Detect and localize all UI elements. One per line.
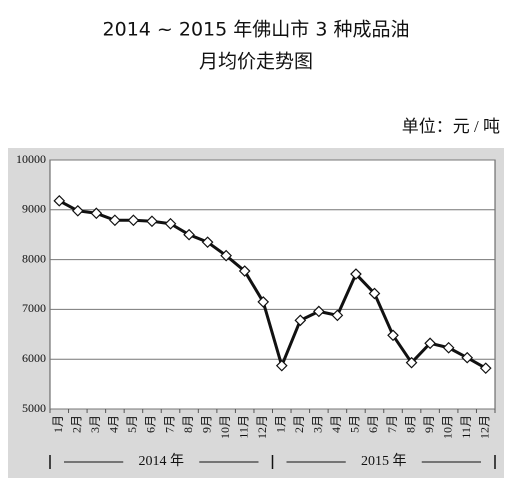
x-tick-label: 12月 [477,415,491,439]
x-tick-label: 9月 [199,415,213,433]
point-marker [479,362,492,375]
group-label: 2015 年 [361,453,407,469]
y-tick-label: 10000 [16,152,46,166]
point-marker [201,236,214,249]
point-marker [442,341,455,354]
x-tick-label: 8月 [181,415,195,433]
y-tick-label: 7000 [22,301,46,315]
y-tick-label: 9000 [22,202,46,216]
point-marker [90,207,103,220]
point-marker [257,296,270,308]
x-tick-label: 1月 [274,415,288,433]
x-tick-label: 12月 [255,415,269,439]
y-tick-label: 8000 [22,251,46,265]
point-marker [294,314,307,327]
point-marker [368,287,381,300]
point-marker [164,217,177,230]
x-tick-label: 2月 [70,415,84,433]
point-marker [387,329,399,342]
point-marker [238,265,251,277]
x-tick-label: 2月 [292,415,306,433]
point-marker [146,215,158,228]
x-tick-label: 8月 [403,415,417,433]
x-tick-label: 4月 [329,415,343,433]
point-marker [331,309,344,322]
x-tick-label: 3月 [311,415,325,433]
x-tick-label: 10月 [440,415,454,439]
x-tick-label: 9月 [422,415,436,433]
point-marker [109,214,121,227]
x-tick-label: 5月 [348,415,362,433]
x-tick-label: 4月 [107,415,121,433]
x-tick-label: 6月 [366,415,380,433]
point-marker [313,305,325,318]
plot-area [49,159,496,410]
point-marker [220,249,232,262]
group-label: 2014 年 [139,453,185,469]
point-marker [350,268,362,280]
x-tick-label: 1月 [51,415,65,433]
x-tick-label: 5月 [125,415,139,433]
point-marker [461,351,474,364]
point-marker [424,337,436,350]
x-tick-label: 7月 [162,415,176,433]
y-tick-label: 5000 [22,401,46,415]
y-tick-label: 6000 [22,351,46,365]
x-tick-label: 6月 [144,415,158,433]
x-tick-label: 11月 [459,415,473,439]
unit-label: 单位：元 / 吨 [402,117,500,136]
point-marker [127,214,140,227]
point-marker [183,228,195,241]
chart-title: 2014 ~ 2015 年佛山市 3 种成品油 [103,19,410,41]
x-tick-label: 7月 [385,415,399,433]
x-tick-label: 3月 [88,415,102,433]
point-marker [71,204,84,217]
chart-subtitle: 月均价走势图 [199,51,313,73]
point-marker [53,194,66,207]
point-marker [275,359,288,372]
point-marker [405,356,418,369]
x-tick-label: 11月 [236,415,250,439]
x-tick-label: 10月 [218,415,232,439]
